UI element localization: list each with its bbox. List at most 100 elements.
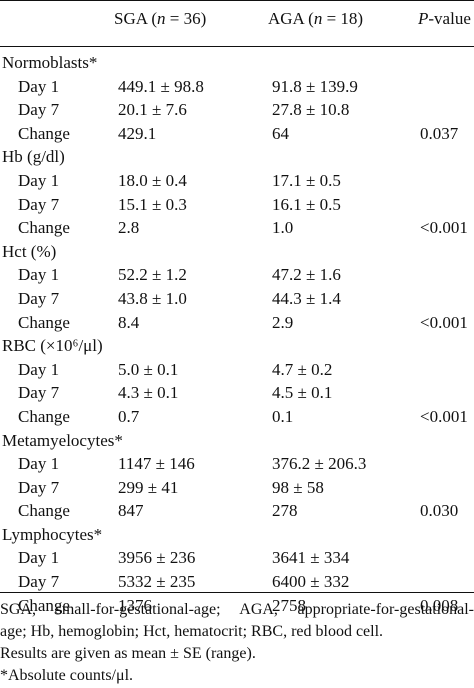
footnotes: SGA, small-for-gestational-age; AGA, app… [0,599,474,687]
table-row: Day 1 1147 ± 146 376.2 ± 206.3 [0,452,474,476]
aga-cell: 44.3 ± 1.4 [272,288,341,308]
aga-cell: 3641 ± 334 [272,548,350,568]
sga-cell: 0.7 [118,406,140,426]
table-row: Day 7 15.1 ± 0.3 16.1 ± 0.5 [0,193,474,217]
table-row: Day 1 52.2 ± 1.2 47.2 ± 1.6 [0,263,474,287]
row-label: Change [18,218,70,238]
row-label: Day 1 [18,76,60,96]
sga-cell: 5332 ± 235 [118,572,196,592]
group-row: RBC (×10⁶/μl) [0,334,474,358]
footnote-abbrev-line-1: SGA, small-for-gestational-age; AGA, app… [0,601,474,618]
group-label: RBC (×10⁶/μl) [2,336,103,356]
group-row: Hb (g/dl) [0,145,474,169]
group-row: Hct (%) [0,240,474,264]
table-row: Day 7 20.1 ± 7.6 27.8 ± 10.8 [0,98,474,122]
sga-cell: 2.8 [118,218,140,238]
aga-cell: 27.8 ± 10.8 [272,100,350,120]
table-header: SGA (n = 36) AGA (n = 18) P-value [0,9,474,37]
group-label: Normoblasts* [2,53,98,72]
sga-cell: 5.0 ± 0.1 [118,359,179,379]
header-aga: AGA (n = 18) [268,9,364,28]
group-row: Metamyelocytes* [0,429,474,453]
row-label: Change [18,501,70,521]
row-label: Day 7 [18,100,60,120]
sga-cell: 1147 ± 146 [118,454,195,474]
aga-cell: 16.1 ± 0.5 [272,194,341,214]
row-label: Day 1 [18,454,60,474]
footnote-absolute: *Absolute counts/μl. [0,667,134,684]
aga-cell: 376.2 ± 206.3 [272,454,367,474]
table-row: Change 847 278 0.030 [0,499,474,523]
pvalue-cell: <0.001 [420,218,468,238]
sga-cell: 449.1 ± 98.8 [118,76,204,96]
row-label: Day 1 [18,170,60,190]
table-body: Normoblasts* Day 1 449.1 ± 98.8 91.8 ± 139.… [0,51,474,617]
aga-cell: 17.1 ± 0.5 [272,170,341,190]
row-label: Change [18,312,70,332]
aga-cell: 98 ± 58 [272,477,324,497]
aga-cell: 64 [272,123,289,143]
sga-cell: 15.1 ± 0.3 [118,194,187,214]
pvalue-cell: 0.030 [420,501,459,521]
row-label: Day 1 [18,548,60,568]
pvalue-cell: <0.001 [420,312,468,332]
aga-cell: 6400 ± 332 [272,572,350,592]
table-row: Change 2.8 1.0 <0.001 [0,216,474,240]
row-label: Day 7 [18,477,60,497]
row-label: Day 1 [18,359,60,379]
sga-cell: 18.0 ± 0.4 [118,170,187,190]
group-label: Metamyelocytes* [2,430,123,450]
table-row: Day 1 5.0 ± 0.1 4.7 ± 0.2 [0,358,474,382]
sga-cell: 299 ± 41 [118,477,179,497]
pvalue-cell: 0.037 [420,123,459,143]
sga-cell: 847 [118,501,144,521]
group-label: Hct (%) [2,241,57,261]
aga-cell: 1.0 [272,218,294,238]
row-label: Day 7 [18,288,60,308]
row-label: Day 1 [18,265,60,285]
sga-cell: 8.4 [118,312,140,332]
aga-cell: 2.9 [272,312,294,332]
table-row: Change 1376 2758 0.008 [0,594,474,618]
aga-cell: 47.2 ± 1.6 [272,265,341,285]
row-label: Change [18,406,70,426]
table-row: Change 8.4 2.9 <0.001 [0,311,474,335]
aga-cell: 0.1 [272,406,294,426]
sga-cell: 3956 ± 236 [118,548,196,568]
group-row: Lymphocytes* [0,523,474,547]
sga-cell: 429.1 [118,123,157,143]
aga-cell: 4.7 ± 0.2 [272,359,333,379]
table-row: Day 1 3956 ± 236 3641 ± 334 [0,546,474,570]
row-label: Change [18,123,70,143]
pvalue-cell: 0.008 [420,595,459,615]
sga-cell: 52.2 ± 1.2 [118,265,187,285]
group-row: Normoblasts* [0,51,474,75]
group-label: Hb (g/dl) [2,147,65,167]
footnote-abbrev-line-2: age; Hb, hemoglobin; Hct, hematocrit; RB… [0,623,384,640]
table-row: Day 1 449.1 ± 98.8 91.8 ± 139.9 [0,75,474,99]
table-row: Day 7 43.8 ± 1.0 44.3 ± 1.4 [0,287,474,311]
row-label: Change [18,595,70,615]
header-sga: SGA (n = 36) [114,9,207,28]
top-rule [0,0,474,1]
row-label: Day 7 [18,572,60,592]
footnote-results: Results are given as mean ± SE (range). [0,645,256,662]
row-label: Day 7 [18,194,60,214]
header-pvalue: P-value [418,9,471,28]
bottom-rule [0,592,474,593]
sga-cell: 4.3 ± 0.1 [118,383,179,403]
sga-cell: 1376 [118,595,152,615]
table-row: Day 1 18.0 ± 0.4 17.1 ± 0.5 [0,169,474,193]
table-row: Change 429.1 64 0.037 [0,122,474,146]
table-row: Day 7 5332 ± 235 6400 ± 332 [0,570,474,594]
aga-cell: 278 [272,501,298,521]
header-rule [0,46,474,47]
sga-cell: 20.1 ± 7.6 [118,100,187,120]
aga-cell: 4.5 ± 0.1 [272,383,333,403]
table-row: Day 7 299 ± 41 98 ± 58 [0,476,474,500]
table-row: Day 7 4.3 ± 0.1 4.5 ± 0.1 [0,381,474,405]
row-label: Day 7 [18,383,60,403]
aga-cell: 91.8 ± 139.9 [272,76,358,96]
aga-cell: 2758 [272,595,306,615]
sga-cell: 43.8 ± 1.0 [118,288,187,308]
